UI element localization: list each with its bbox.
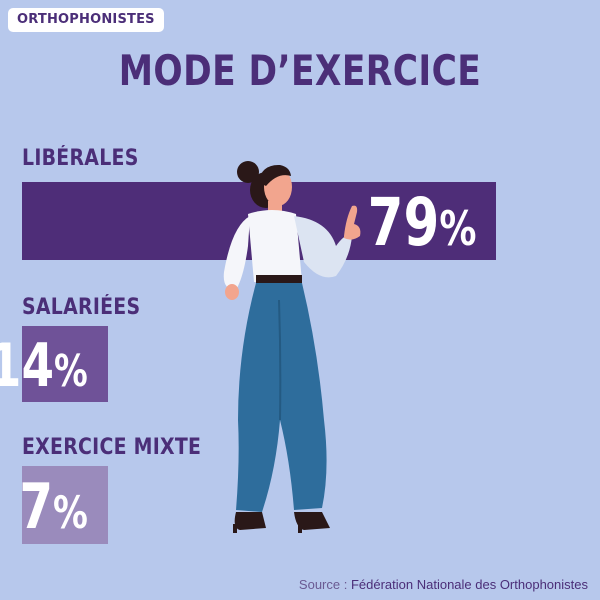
value-unit: %	[54, 347, 88, 397]
value-number: 79	[367, 184, 439, 261]
source-name: Fédération Nationale des Orthophonistes	[350, 577, 588, 592]
bar-label-1: LIBÉRALES	[22, 146, 139, 171]
source-note: Source : Fédération Nationale des Orthop…	[299, 577, 588, 592]
bar-value-label-2: 14%	[0, 336, 88, 396]
category-tag: ORTHOPHONISTES	[8, 8, 164, 32]
value-number: 7	[19, 470, 54, 543]
bar-value-label-1: 79%	[367, 190, 476, 256]
bar-value-label-3: 7%	[19, 476, 88, 538]
woman-figure	[223, 161, 361, 533]
value-number: 14	[0, 331, 55, 401]
bar-label-3: EXERCICE MIXTE	[22, 435, 202, 460]
bar-label-2: SALARIÉES	[22, 295, 141, 320]
value-unit: %	[53, 487, 88, 539]
value-unit: %	[438, 202, 476, 257]
bar-2	[22, 326, 108, 402]
source-prefix: Source :	[298, 577, 351, 592]
bar-3	[22, 466, 108, 544]
page-title: MODE D’EXERCICE	[118, 46, 482, 95]
